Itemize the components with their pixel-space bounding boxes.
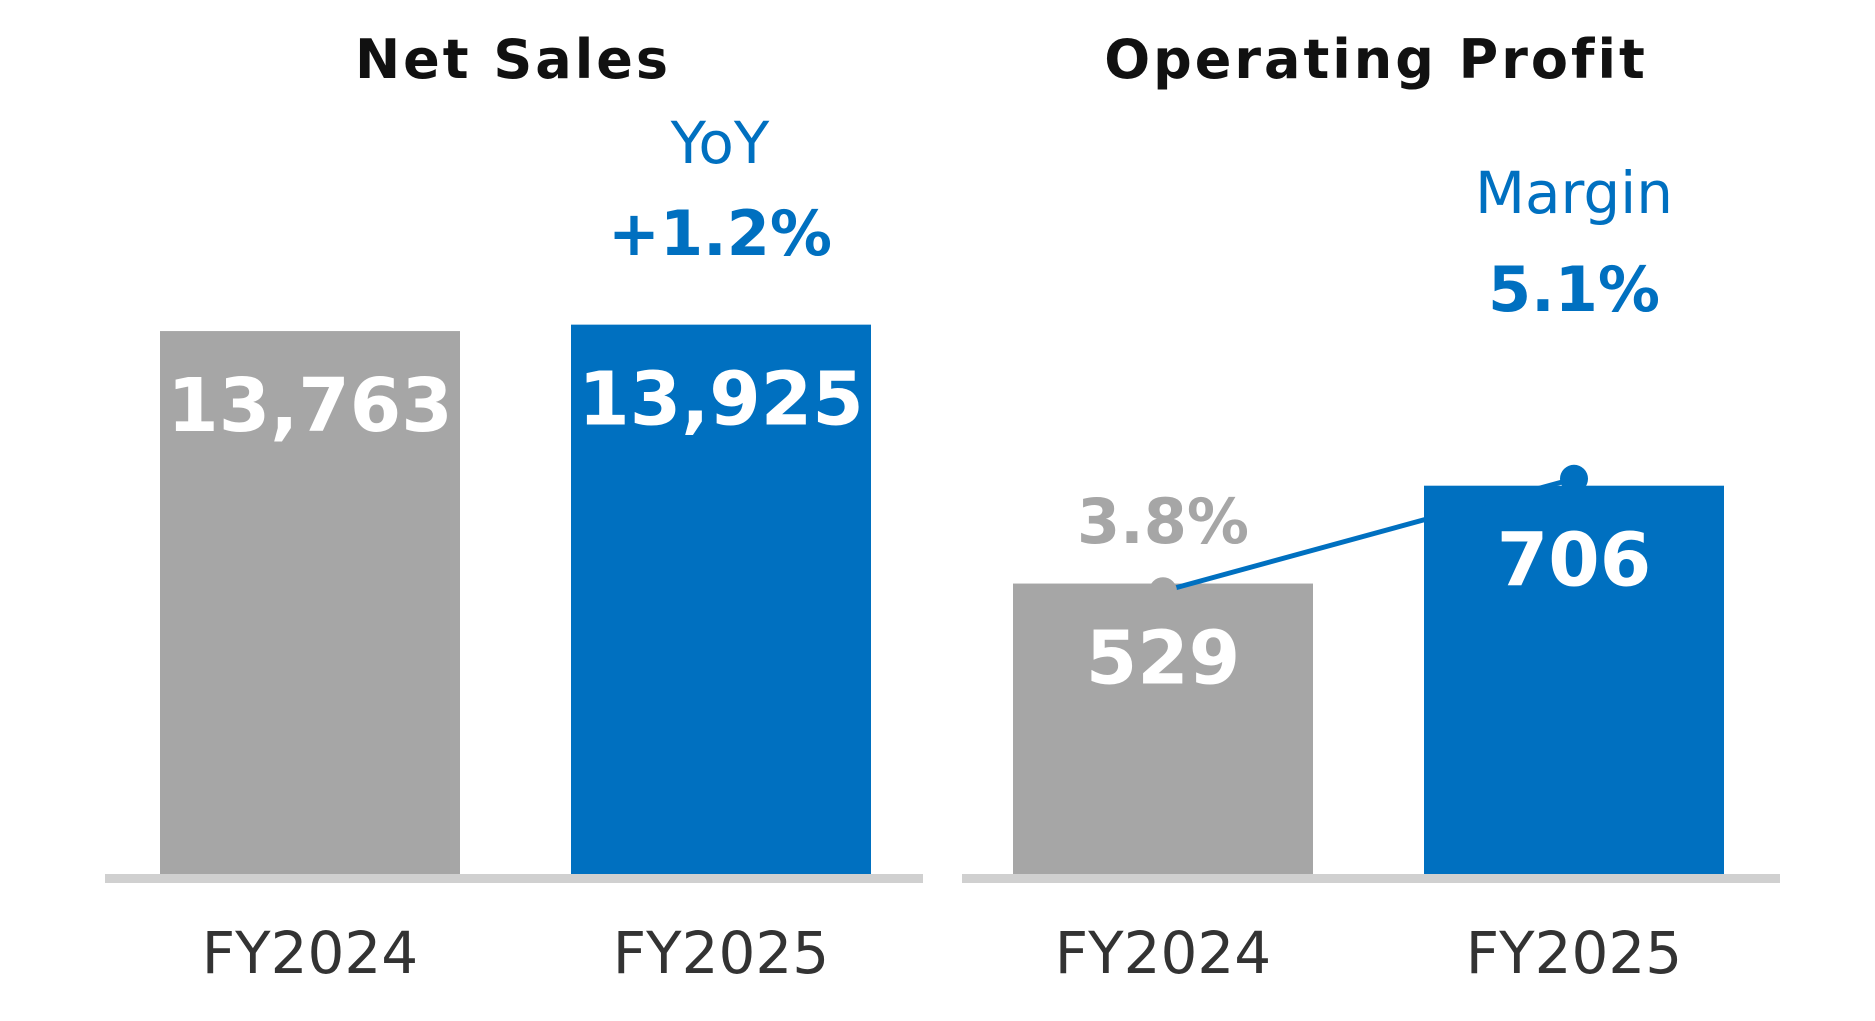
net-sales-title: Net Sales [355,28,671,91]
yoy-label: YoY [670,109,770,177]
operating-profit-value-fy2024: 529 [1086,616,1240,702]
yoy-value: +1.2% [608,197,832,270]
operating-profit-chart: Operating Profit 529 706 FY2024 FY2025 3… [962,28,1780,987]
net-sales-bar-fy2025 [571,324,871,876]
operating-profit-value-fy2025: 706 [1497,518,1651,604]
margin-point-fy2025 [1560,464,1588,493]
net-sales-value-fy2024: 13,763 [167,363,453,449]
operating-profit-bar-fy2024 [1013,583,1313,876]
net-sales-baseline [105,874,923,883]
operating-profit-category-fy2025: FY2025 [1466,919,1682,987]
margin-trend-line [1162,476,1575,594]
margin-point-fy2024 [1149,577,1177,606]
net-sales-bar-fy2024 [160,331,460,877]
operating-profit-category-fy2024: FY2024 [1055,919,1271,987]
net-sales-category-fy2024: FY2024 [202,919,418,987]
operating-profit-baseline [962,874,1780,883]
operating-profit-title: Operating Profit [1104,28,1648,91]
margin-value-fy2025: 5.1% [1488,253,1660,326]
net-sales-category-fy2025: FY2025 [613,919,829,987]
operating-profit-bar-fy2025 [1424,485,1724,876]
net-sales-chart: Net Sales 13,763 13,925 FY2024 FY2025 Yo… [105,28,923,987]
margin-value-fy2024: 3.8% [1077,485,1249,558]
margin-label: Margin [1475,159,1673,227]
net-sales-value-fy2025: 13,925 [578,357,864,443]
